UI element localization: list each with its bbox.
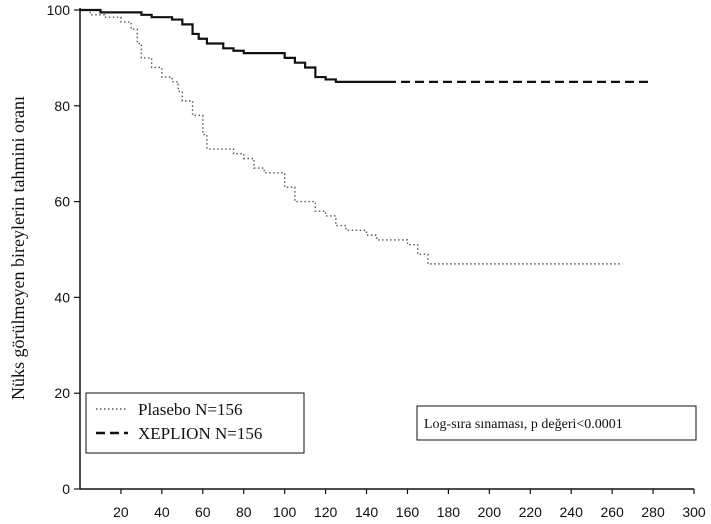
x-tick-label: 240 (560, 504, 584, 520)
x-tick-label: 180 (437, 504, 461, 520)
x-tick-label: 200 (478, 504, 502, 520)
series-layer (80, 8, 649, 265)
y-tick-label: 40 (54, 289, 70, 305)
annotation-box (416, 405, 697, 441)
legend-label-xeplion: XEPLION N=156 (138, 424, 262, 443)
x-tick-label: 140 (355, 504, 379, 520)
y-tick-label: 20 (54, 385, 70, 401)
y-ticks: 0 20 40 60 80 100 (47, 2, 80, 497)
legend: Plasebo N=156 XEPLION N=156 (85, 392, 305, 454)
log-rank-annotation: Log-sıra sınaması, p değeri<0.0001 (416, 405, 697, 441)
x-tick-label: 20 (113, 504, 129, 520)
x-tick-label: 280 (641, 504, 665, 520)
x-tick-label: 80 (236, 504, 252, 520)
y-axis-label: Nüks görülmeyen bireylerin tahmini oranı (8, 96, 28, 400)
legend-label-placebo: Plasebo N=156 (138, 400, 243, 419)
y-tick-label: 0 (62, 481, 70, 497)
legend-box (85, 392, 305, 454)
series-line-xeplion (80, 8, 387, 83)
x-tick-label: 300 (682, 504, 706, 520)
y-tick-label: 60 (54, 194, 70, 210)
x-tick-label: 120 (314, 504, 338, 520)
x-tick-label: 160 (396, 504, 420, 520)
y-tick-label: 80 (54, 98, 70, 114)
y-tick-label: 100 (47, 2, 71, 18)
x-tick-label: 60 (195, 504, 211, 520)
x-tick-label: 100 (273, 504, 297, 520)
x-tick-label: 220 (519, 504, 543, 520)
x-tick-label: 260 (600, 504, 624, 520)
x-tick-label: 40 (154, 504, 170, 520)
x-ticks: 20 40 60 80 100 120 140 160 180 200 220 240 260 280 30… (113, 489, 706, 520)
annotation-text: Log-sıra sınaması, p değeri<0.0001 (424, 417, 623, 432)
series-line-placebo (80, 9, 623, 265)
